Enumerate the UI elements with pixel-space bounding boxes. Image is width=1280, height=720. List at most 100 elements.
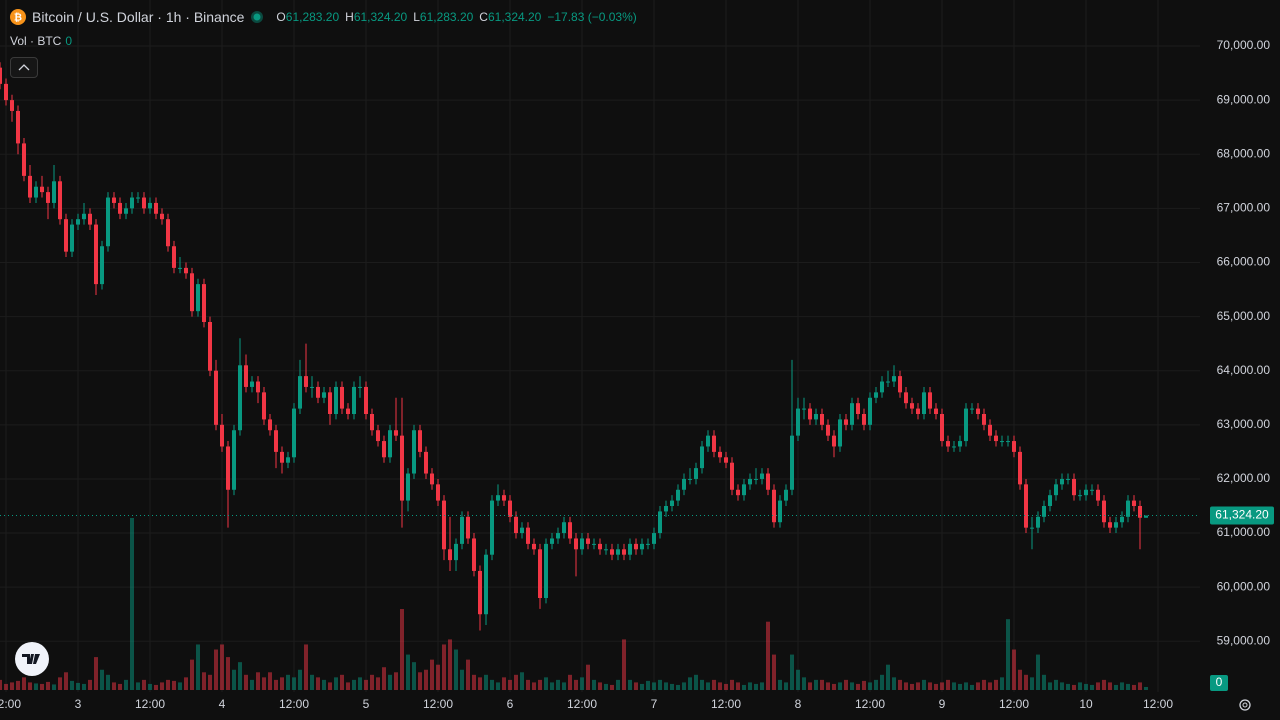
volume-tag-label: 0 — [1216, 675, 1223, 689]
volume-bar — [1024, 674, 1028, 690]
volume-bar — [400, 609, 404, 690]
candle-body — [664, 506, 668, 512]
volume-bar — [586, 664, 590, 690]
volume-bar — [454, 649, 458, 690]
candle-body — [280, 451, 284, 463]
candle-body — [646, 543, 650, 545]
volume-bar — [1042, 674, 1046, 690]
volume-legend: Vol · BTC 0 — [10, 34, 72, 48]
volume-bar — [268, 672, 272, 690]
gear-hub — [1242, 702, 1248, 708]
candle-body — [988, 424, 992, 436]
candle-body — [250, 381, 254, 387]
candle-body — [172, 246, 176, 268]
x-tick-label: 9 — [939, 697, 946, 711]
candle-body — [562, 522, 566, 534]
x-tick-label: 12:00 — [999, 697, 1029, 711]
tv-logo[interactable] — [15, 642, 49, 676]
candle-body — [778, 500, 782, 523]
candle-body — [1078, 495, 1082, 497]
candle-body — [892, 376, 896, 382]
volume-bar — [748, 682, 752, 690]
svg-text:₿: ₿ — [14, 12, 22, 24]
volume-bar — [358, 677, 362, 690]
candle-body — [196, 284, 200, 312]
x-tick-label: 12:00 — [711, 697, 741, 711]
volume-bar — [1000, 677, 1004, 690]
candle-body — [958, 441, 962, 447]
candle-body — [874, 392, 878, 398]
candle-body — [16, 110, 20, 144]
volume-bar — [316, 677, 320, 690]
volume-bar — [94, 657, 98, 690]
volume-bar — [310, 674, 314, 690]
y-tick-label: 67,000.00 — [1217, 201, 1271, 215]
volume-bar — [226, 657, 230, 690]
candle-body — [10, 100, 14, 111]
candle-body — [796, 408, 800, 436]
candle-body — [508, 500, 512, 517]
candle-body — [316, 386, 320, 398]
x-tick-label: 5 — [363, 697, 370, 711]
candle-body — [298, 376, 302, 409]
candle-body — [670, 500, 674, 506]
volume-bar — [658, 679, 662, 690]
candle-body — [430, 473, 434, 485]
volume-bar — [1126, 683, 1130, 690]
candle-body — [1138, 506, 1142, 518]
volume-bar — [52, 684, 56, 690]
volume-bar — [610, 684, 614, 690]
volume-bar — [0, 679, 2, 690]
settings-icon[interactable] — [1239, 699, 1251, 711]
candle-body — [880, 381, 884, 393]
candle-body — [898, 376, 902, 393]
volume-bar — [112, 682, 116, 690]
volume-bar — [508, 679, 512, 690]
candle-body — [388, 430, 392, 458]
candle-body — [466, 516, 470, 539]
volume-bar — [502, 677, 506, 690]
candle-body — [982, 414, 986, 425]
candle-body — [532, 543, 536, 550]
candle-body — [1060, 478, 1064, 485]
candle-body — [718, 451, 722, 458]
candle-body — [682, 478, 686, 490]
candle-body — [454, 543, 458, 561]
ohlc-value: 61,324.20 — [353, 10, 408, 24]
volume-bar — [634, 682, 638, 690]
collapse-button[interactable] — [10, 57, 38, 78]
candle-body — [70, 224, 74, 252]
volume-bar — [790, 654, 794, 690]
volume-bar — [364, 679, 368, 690]
volume-bar — [562, 682, 566, 690]
candle-body — [1006, 441, 1010, 443]
candle-body — [1096, 489, 1100, 501]
volume-bar — [664, 682, 668, 690]
volume-bar — [58, 677, 62, 690]
candle-body — [28, 175, 32, 198]
volume-bar — [418, 672, 422, 690]
candle-body — [1126, 500, 1130, 517]
volume-bar — [772, 654, 776, 690]
candle-body — [0, 67, 2, 84]
y-tick-label: 63,000.00 — [1217, 417, 1271, 431]
volume-bar — [934, 683, 938, 690]
volume-bar — [1072, 684, 1076, 690]
volume-bar — [628, 679, 632, 690]
candle-body — [604, 549, 608, 551]
candle-body — [934, 408, 938, 414]
candle-body — [166, 219, 170, 247]
ohlc-key: O — [276, 10, 286, 24]
volume-bar — [1012, 649, 1016, 690]
volume-bar — [820, 679, 824, 690]
candle-body — [760, 473, 764, 479]
candle-body — [400, 435, 404, 501]
volume-bar — [982, 679, 986, 690]
candle-body — [274, 430, 278, 452]
x-tick-label: 12:00 — [855, 697, 885, 711]
volume-bar — [76, 682, 80, 690]
symbol-title[interactable]: Bitcoin / U.S. Dollar · 1h · Binance — [32, 9, 245, 25]
volume-bar — [184, 677, 188, 690]
candle-body — [976, 408, 980, 414]
volume-bar — [322, 679, 326, 690]
